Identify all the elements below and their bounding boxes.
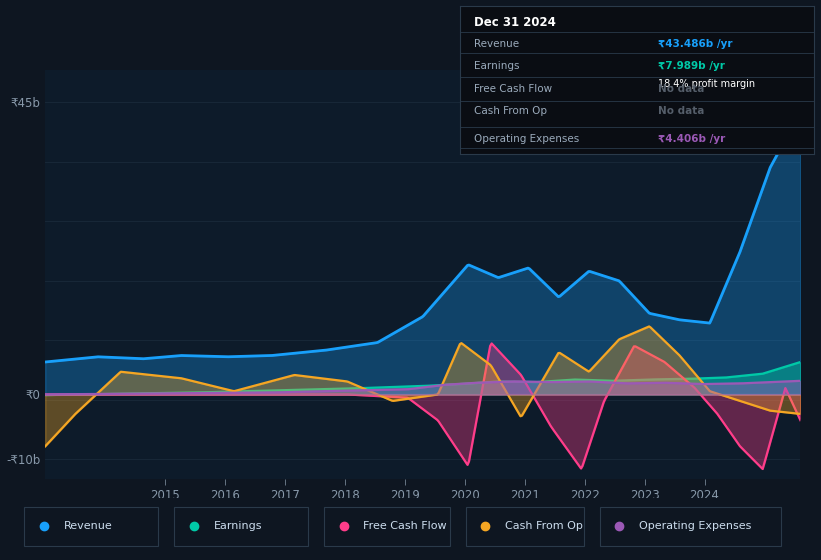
- Text: Cash From Op: Cash From Op: [505, 521, 583, 531]
- Text: Free Cash Flow: Free Cash Flow: [474, 83, 552, 94]
- Text: Earnings: Earnings: [474, 62, 520, 72]
- Text: Free Cash Flow: Free Cash Flow: [363, 521, 447, 531]
- Text: Operating Expenses: Operating Expenses: [474, 134, 579, 144]
- Text: ₹4.406b /yr: ₹4.406b /yr: [658, 134, 726, 144]
- Text: No data: No data: [658, 83, 704, 94]
- Text: Revenue: Revenue: [64, 521, 112, 531]
- Text: Cash From Op: Cash From Op: [474, 106, 547, 116]
- Text: Revenue: Revenue: [474, 39, 519, 49]
- Text: Operating Expenses: Operating Expenses: [639, 521, 751, 531]
- Text: 18.4% profit margin: 18.4% profit margin: [658, 80, 755, 89]
- Text: Dec 31 2024: Dec 31 2024: [474, 16, 556, 29]
- Text: ₹43.486b /yr: ₹43.486b /yr: [658, 39, 733, 49]
- Text: Earnings: Earnings: [213, 521, 262, 531]
- Text: ₹7.989b /yr: ₹7.989b /yr: [658, 62, 725, 72]
- Text: No data: No data: [658, 106, 704, 116]
